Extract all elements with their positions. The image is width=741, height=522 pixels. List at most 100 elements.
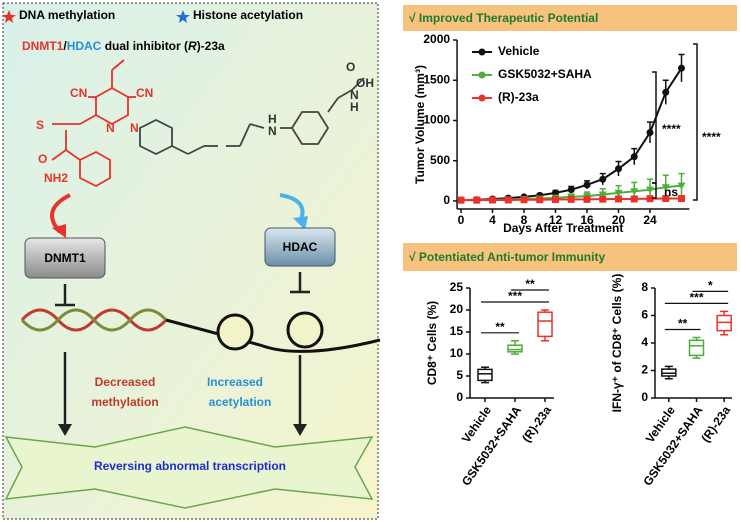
box — [688, 339, 705, 357]
inhibitor-title: DNMT1/HDAC dual inhibitor (R)-23a — [22, 39, 225, 53]
cell-shape — [4, 426, 374, 509]
point — [614, 189, 623, 197]
box — [477, 368, 493, 382]
x-axis-label: Days After Treatment — [503, 221, 623, 235]
x-tick-label: 0 — [458, 213, 465, 227]
point — [661, 184, 670, 192]
title-part: HDAC — [67, 39, 102, 53]
point — [473, 196, 481, 204]
title-band — [403, 5, 737, 31]
atom-label: N — [268, 124, 277, 138]
significance: **** — [662, 122, 681, 136]
significance: ns — [664, 185, 678, 199]
point — [662, 88, 670, 96]
point — [598, 191, 607, 199]
title-part: )-23a — [197, 39, 225, 53]
point — [599, 195, 607, 203]
x-tick-label: 8 — [521, 213, 528, 227]
y-tick-label: 0 — [641, 390, 648, 404]
y-axis-label: CD8⁺ Cells (%) — [425, 301, 439, 385]
panel-title: √ Improved Therapeutic Potential — [409, 11, 598, 25]
x-tick-label: (R)-23a — [519, 403, 554, 445]
y-tick-label: 20 — [450, 302, 464, 316]
atom-label: H — [268, 112, 277, 126]
x-tick-label: 16 — [580, 213, 594, 227]
point — [567, 186, 575, 194]
atom-label: OH — [356, 76, 374, 90]
y-tick-label: 0 — [456, 390, 463, 404]
y-tick-label: 1500 — [423, 72, 450, 86]
y-tick-label: 8 — [641, 280, 648, 294]
acetylation-label: acetylation — [209, 395, 272, 409]
y-tick-label: 15 — [450, 324, 464, 338]
x-tick-label: 20 — [612, 213, 626, 227]
arrow-head — [293, 424, 307, 436]
point — [678, 195, 685, 203]
title-part: DNMT1 — [22, 39, 64, 53]
panel-title: √ Potentiated Anti-tumor Immunity — [409, 250, 605, 264]
atom-label: O — [346, 60, 355, 74]
legend-label: GSK5032+SAHA — [498, 67, 592, 81]
significance: **** — [702, 130, 721, 144]
atom-label: N — [106, 121, 115, 135]
nucleosome — [286, 311, 324, 349]
bracket — [652, 182, 657, 199]
point — [646, 129, 654, 137]
y-tick-label: 6 — [641, 308, 648, 322]
box — [537, 311, 553, 338]
point — [646, 195, 654, 203]
y-tick-label: 10 — [450, 346, 464, 360]
y-tick-label: 25 — [450, 280, 464, 294]
y-tick-label: 2 — [641, 363, 648, 377]
point — [615, 195, 622, 203]
point — [567, 195, 575, 203]
x-tick-label: 12 — [549, 213, 563, 227]
dnmt1-box — [24, 237, 106, 279]
acetylation-star — [176, 10, 190, 23]
outcome-label: Reversing abnormal transcription — [94, 459, 286, 473]
atom-label: CN — [70, 86, 87, 100]
x-tick-label: (R)-23a — [698, 403, 733, 445]
point — [583, 195, 591, 203]
legend-label: Vehicle — [498, 44, 540, 58]
legend-marker — [478, 71, 486, 79]
title-part: R — [188, 39, 197, 53]
point — [677, 182, 686, 190]
x-tick-label: GSK5032+SAHA — [459, 403, 524, 488]
point — [552, 196, 559, 204]
atom-label: O — [38, 152, 47, 166]
y-tick-label: 4 — [641, 335, 648, 349]
molecule — [51, 59, 365, 188]
significance: ** — [525, 277, 535, 291]
point — [457, 196, 465, 204]
x-tick-label: 24 — [643, 213, 657, 227]
methylation-star — [2, 10, 16, 23]
dna — [20, 308, 381, 353]
atom-label: NH2 — [44, 171, 68, 185]
arrow-head — [52, 224, 66, 238]
y-tick-label: 5 — [456, 368, 463, 382]
atom-label: S — [36, 118, 44, 132]
significance: *** — [508, 289, 522, 303]
point — [630, 188, 639, 196]
point — [630, 153, 638, 161]
left-panel: DNA methylation Histone acetylation DNMT… — [2, 2, 381, 520]
y-axis-label: IFN-γ⁺ of CD8⁺ Cells (%) — [610, 274, 624, 413]
y-tick-label: 0 — [443, 193, 450, 207]
title-part: / — [63, 39, 67, 53]
hdac-box — [264, 227, 336, 267]
y-axis-label: Tumor Volume (mm³) — [413, 65, 427, 184]
significance: ** — [495, 320, 505, 334]
legend-label: (R)-23a — [498, 90, 539, 104]
decreased-label: Decreased — [95, 375, 156, 389]
y-tick-label: 1000 — [423, 113, 450, 127]
legend-acetylation: Histone acetylation — [193, 8, 303, 22]
point — [504, 196, 512, 204]
legend-methylation: DNA methylation — [19, 8, 115, 22]
point — [489, 196, 496, 204]
title-part: dual inhibitor ( — [101, 39, 188, 53]
atom-label: N — [130, 121, 139, 135]
point — [630, 195, 638, 203]
